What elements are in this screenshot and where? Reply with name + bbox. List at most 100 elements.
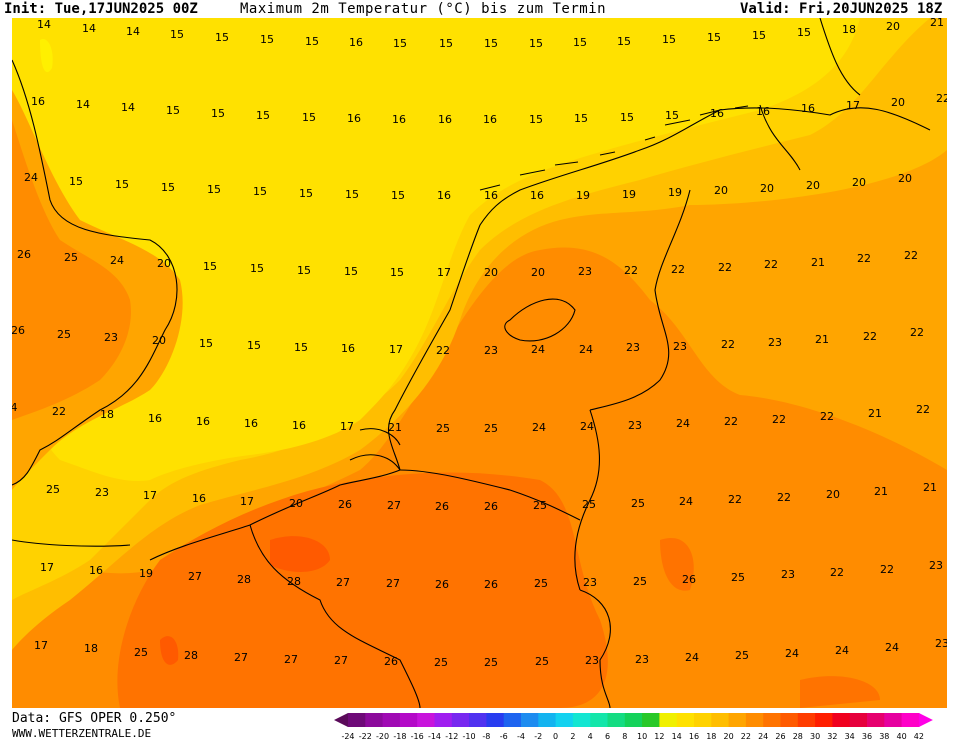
data-source-label: Data: GFS OPER 0.250° <box>12 711 177 726</box>
temp-field-28 <box>270 536 330 572</box>
temperature-value: 16 <box>756 105 770 118</box>
temperature-value: 22 <box>671 263 685 276</box>
temperature-value: 20 <box>152 334 166 347</box>
temperature-value: 21 <box>388 421 402 434</box>
temperature-value: 21 <box>930 18 944 29</box>
legend-tick-label: -8 <box>482 732 490 741</box>
temp-field-east-warm2 <box>800 676 880 708</box>
wadden-island-4 <box>599 151 616 156</box>
temperature-value: 15 <box>665 109 679 122</box>
temperature-value: 23 <box>768 336 782 349</box>
border-lux <box>579 589 611 708</box>
legend-swatch <box>867 713 885 727</box>
temperature-value: 24 <box>885 641 899 654</box>
temperature-value: 24 <box>785 647 799 660</box>
temperature-value: 14 <box>82 22 96 35</box>
temperature-value: 16 <box>349 36 363 49</box>
temperature-value: 20 <box>484 266 498 279</box>
temperature-value: 15 <box>260 33 274 46</box>
temperature-value: 25 <box>484 656 498 669</box>
temperature-value: 15 <box>256 109 270 122</box>
temperature-value: 15 <box>166 104 180 117</box>
temperature-value: 16 <box>530 189 544 202</box>
legend-swatch <box>417 713 435 727</box>
temperature-value: 26 <box>484 578 498 591</box>
temperature-value: 25 <box>534 577 548 590</box>
temperature-value: 26 <box>384 655 398 668</box>
legend-tick-label: 16 <box>689 732 699 741</box>
temperature-value: 16 <box>710 107 724 120</box>
temperature-value: 15 <box>439 37 453 50</box>
temperature-value: 24 <box>685 651 699 664</box>
temperature-value: 22 <box>904 249 918 262</box>
temperature-value: 14 <box>76 98 90 111</box>
temperature-value: 16 <box>31 95 45 108</box>
legend-tick-label: 4 <box>588 732 593 741</box>
temperature-values: 14 14 14 15 15 15 15 16 15 15 15 15 15 15 15 15 15 15 18 20… <box>12 18 947 669</box>
temperature-value: 21 <box>811 256 825 269</box>
temperature-value: 15 <box>573 36 587 49</box>
temperature-value: 15 <box>211 107 225 120</box>
temperature-value: 14 <box>126 25 140 38</box>
temperature-value: 17 <box>340 420 354 433</box>
temperature-value: 16 <box>483 113 497 126</box>
temperature-value: 22 <box>777 491 791 504</box>
temperature-value: 16 <box>89 564 103 577</box>
temp-field-yellow-spot <box>40 39 53 73</box>
temperature-value: 15 <box>161 181 175 194</box>
temperature-value: 21 <box>815 333 829 346</box>
legend-swatch <box>382 713 401 727</box>
temperature-value: 22 <box>857 252 871 265</box>
temperature-value: 23 <box>929 559 943 572</box>
temperature-value: 15 <box>297 264 311 277</box>
legend-tick-label: -4 <box>517 732 525 741</box>
temperature-value: 15 <box>529 37 543 50</box>
temperature-value: 23 <box>635 653 649 666</box>
temperature-value: 20 <box>531 266 545 279</box>
temperature-value: 27 <box>284 653 298 666</box>
temperature-value: 15 <box>115 178 129 191</box>
temperature-value: 25 <box>631 497 645 510</box>
temperature-value: 27 <box>336 576 350 589</box>
temperature-value: 26 <box>338 498 352 511</box>
temp-field-east-warm <box>660 538 694 591</box>
temperature-value: 23 <box>626 341 640 354</box>
legend-swatch <box>797 713 816 727</box>
valid-time-label: Valid: Fri,20JUN2025 18Z <box>740 1 943 17</box>
legend-tick-label: 20 <box>724 732 734 741</box>
temperature-value: 27 <box>234 651 248 664</box>
temperature-value: 26 <box>435 578 449 591</box>
temperature-value: 26 <box>17 248 31 261</box>
temperature-value: 14 <box>121 101 135 114</box>
temperature-value: 25 <box>57 328 71 341</box>
legend-tick-label: 22 <box>741 732 751 741</box>
temperature-value: 15 <box>484 37 498 50</box>
temperature-value: 22 <box>936 92 947 105</box>
legend-tick-label: 12 <box>654 732 664 741</box>
temp-field-28b <box>160 636 179 665</box>
temperature-value: 16 <box>801 102 815 115</box>
temperature-value: 20 <box>886 20 900 33</box>
temperature-value: 25 <box>64 251 78 264</box>
temperature-value: 25 <box>535 655 549 668</box>
temperature-value: 24 <box>580 420 594 433</box>
temp-field-england-hot <box>12 120 131 420</box>
temperature-value: 22 <box>724 415 738 428</box>
temperature-value: 28 <box>237 573 251 586</box>
legend-tick-label: 24 <box>758 732 768 741</box>
wadden-island-6 <box>664 119 691 126</box>
temperature-value: 17 <box>143 489 157 502</box>
legend-swatch <box>694 713 712 727</box>
legend-tick-label: 0 <box>553 732 558 741</box>
legend-swatch <box>572 713 591 727</box>
temperature-value: 15 <box>247 339 261 352</box>
wadden-island-2 <box>519 169 546 176</box>
temperature-value: 15 <box>299 187 313 200</box>
legend-swatch <box>832 713 851 727</box>
legend-tick-label: -6 <box>500 732 508 741</box>
coast-netherlands <box>387 107 931 471</box>
coast-germany-north <box>819 18 861 96</box>
legend-arrow-left <box>334 713 348 727</box>
coast-france <box>149 469 401 561</box>
map-title: Maximum 2m Temperatur (°C) bis zum Termi… <box>240 1 607 17</box>
